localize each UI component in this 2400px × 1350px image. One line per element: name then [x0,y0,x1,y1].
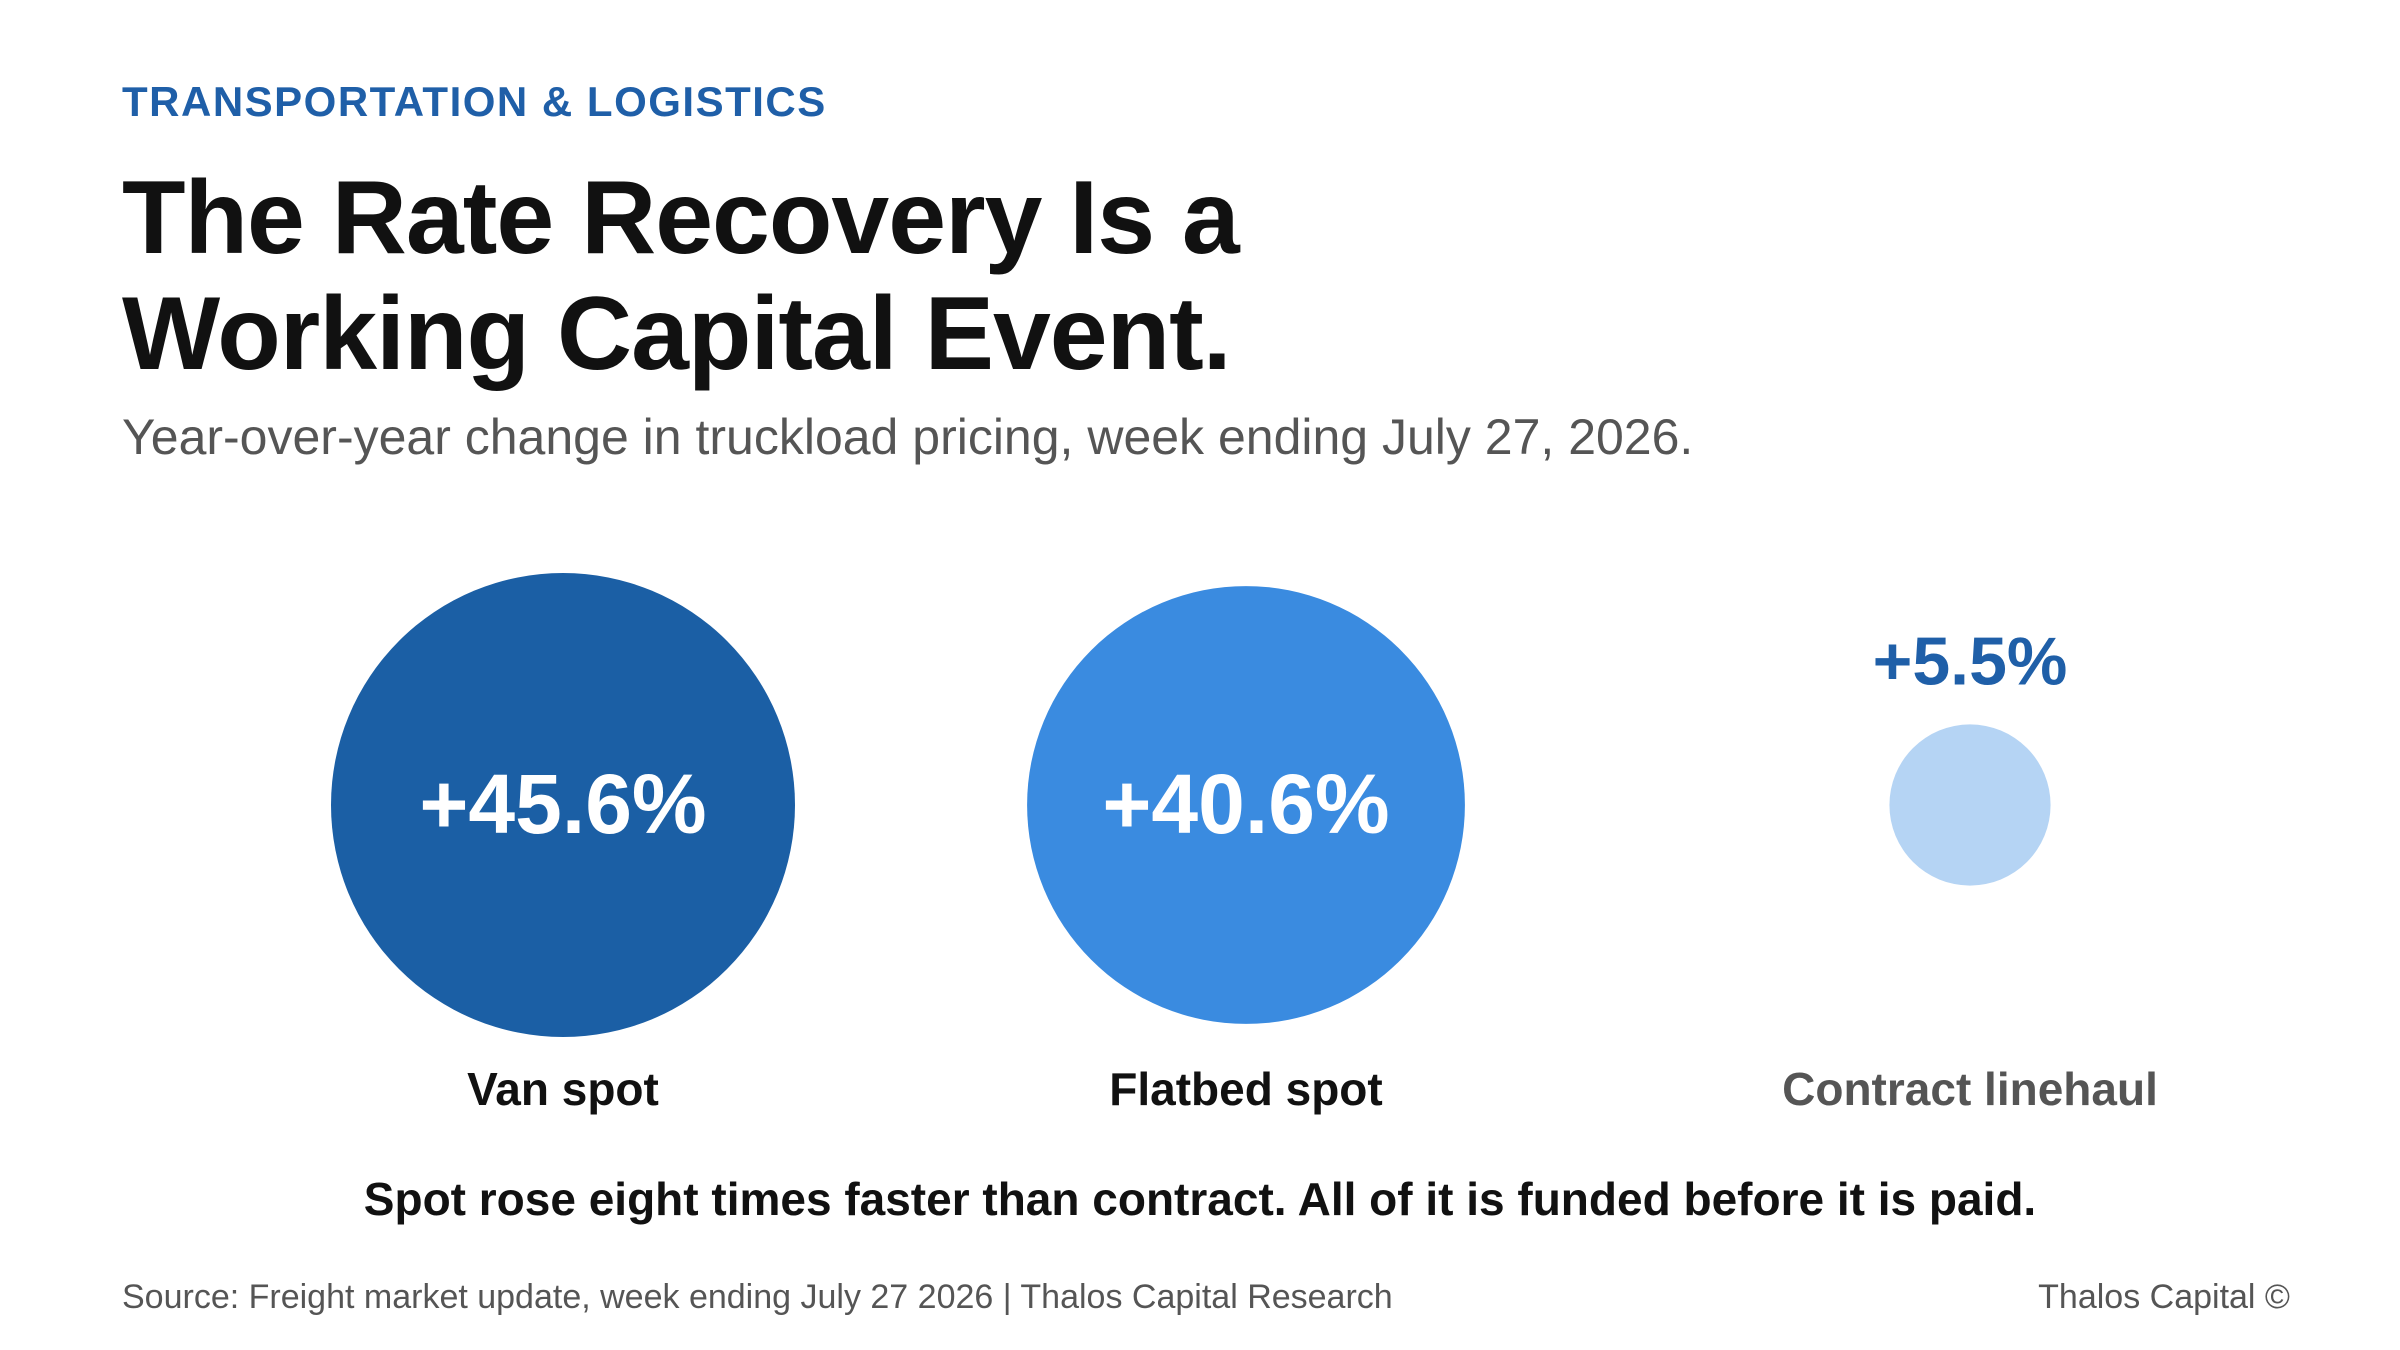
bubble-chart: +45.6% Van spot +40.6% Flatbed spot +5.5% Con… [331,573,2158,1115]
value-label-contract-linehaul: +5.5% [1873,623,2068,699]
category-label-van-spot: Van spot [467,1063,659,1115]
bubble-van-spot [331,573,795,1037]
bubble-contract-linehaul [1889,724,2051,886]
source-note: Source: Freight market update, week endi… [122,1278,1393,1316]
value-label-van-spot: +45.6% [419,757,706,851]
category-label-flatbed-spot: Flatbed spot [1109,1063,1382,1115]
brand: Thalos Capital © [2038,1278,2290,1316]
category-label-contract-linehaul: Contract linehaul [1782,1063,2158,1115]
subtitle: Year-over-year change in truckload prici… [122,409,1694,465]
value-label-flatbed-spot: +40.6% [1102,757,1389,851]
bubble-flatbed-spot [1027,586,1465,1024]
eyebrow: TRANSPORTATION & LOGISTICS [122,78,827,125]
page-title: The Rate Recovery Is a Working Capital E… [122,160,1240,392]
takeaway: Spot rose eight times faster than contra… [363,1173,2037,1225]
